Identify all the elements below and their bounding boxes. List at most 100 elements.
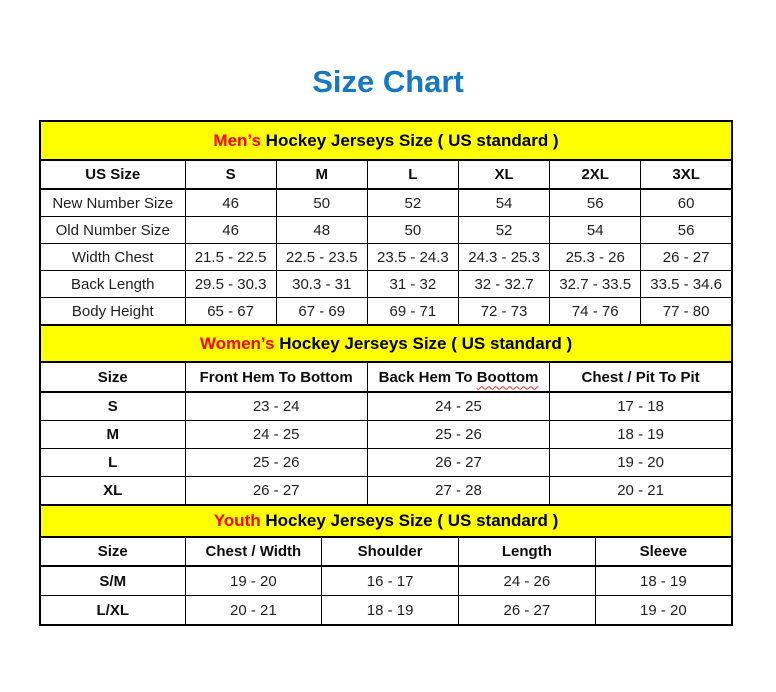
- value-cell: 24 - 26: [458, 565, 596, 596]
- column-header: Size: [39, 536, 186, 567]
- table-row: New Number Size 46 50 52 54 56 60: [39, 188, 733, 217]
- value-cell: 52: [366, 188, 459, 217]
- youth-section-title: Youth Hockey Jerseys Size ( US standard …: [39, 504, 733, 538]
- table-row: Body Height 65 - 67 67 - 69 69 - 71 72 -…: [39, 297, 733, 326]
- column-header: US Size: [39, 159, 186, 190]
- value-cell: 20 - 21: [549, 476, 733, 506]
- value-cell: 46: [184, 188, 277, 217]
- value-cell: 27 - 28: [366, 476, 551, 506]
- table-row: L/XL 20 - 21 18 - 19 26 - 27 19 - 20: [39, 595, 733, 626]
- row-header: Old Number Size: [39, 216, 186, 244]
- value-cell: 50: [366, 216, 459, 244]
- mens-section-band: Men’s Hockey Jerseys Size ( US standard …: [39, 120, 733, 161]
- row-header: S: [39, 391, 186, 421]
- row-header: L: [39, 448, 186, 477]
- value-cell: 33.5 - 34.6: [640, 270, 733, 298]
- value-cell: 65 - 67: [184, 297, 277, 326]
- row-header: Width Chest: [39, 243, 186, 271]
- value-cell: 50: [275, 188, 368, 217]
- value-cell: 24 - 25: [184, 420, 368, 449]
- value-cell: 26 - 27: [366, 448, 551, 477]
- value-cell: 18 - 19: [321, 595, 459, 626]
- table-row: Old Number Size 46 48 50 52 54 56: [39, 216, 733, 244]
- value-cell: 56: [640, 216, 733, 244]
- value-cell: 25 - 26: [184, 448, 368, 477]
- value-cell: 19 - 20: [594, 595, 733, 626]
- value-cell: 24 - 25: [366, 391, 551, 421]
- womens-title-text: Hockey Jerseys Size ( US standard ): [274, 333, 573, 353]
- value-cell: 23.5 - 24.3: [366, 243, 459, 271]
- value-cell: 24.3 - 25.3: [457, 243, 551, 271]
- mens-highlight-text: Men’s: [213, 130, 261, 150]
- value-cell: 67 - 69: [275, 297, 368, 326]
- value-cell: 48: [275, 216, 368, 244]
- column-header: Sleeve: [594, 536, 733, 567]
- value-cell: 72 - 73: [457, 297, 551, 326]
- youth-section-band: Youth Hockey Jerseys Size ( US standard …: [39, 504, 733, 538]
- value-cell: 56: [549, 188, 642, 217]
- mens-header-row: US Size S M L XL 2XL 3XL: [39, 159, 733, 190]
- value-cell: 30.3 - 31: [275, 270, 368, 298]
- column-header: 3XL: [640, 159, 733, 190]
- row-header: S/M: [39, 565, 186, 596]
- value-cell: 18 - 19: [549, 420, 733, 449]
- column-header-prefix: Back Hem To: [378, 368, 477, 386]
- value-cell: 29.5 - 30.3: [184, 270, 277, 298]
- womens-section-title: Women’s Hockey Jerseys Size ( US standar…: [39, 324, 733, 363]
- column-header: XL: [457, 159, 551, 190]
- table-row: S/M 19 - 20 16 - 17 24 - 26 18 - 19: [39, 565, 733, 596]
- column-header: Length: [458, 536, 596, 567]
- value-cell: 22.5 - 23.5: [275, 243, 368, 271]
- value-cell: 32 - 32.7: [457, 270, 551, 298]
- column-header: Size: [39, 361, 186, 393]
- row-header: Back Length: [39, 270, 186, 298]
- column-header: Chest / Pit To Pit: [549, 361, 733, 393]
- youth-highlight-text: Youth: [213, 511, 261, 530]
- table-row: Back Length 29.5 - 30.3 30.3 - 31 31 - 3…: [39, 270, 733, 298]
- youth-header-row: Size Chest / Width Shoulder Length Sleev…: [39, 536, 733, 567]
- table-row: L 25 - 26 26 - 27 19 - 20: [39, 448, 733, 477]
- column-header: Chest / Width: [184, 536, 323, 567]
- column-header: Shoulder: [321, 536, 459, 567]
- value-cell: 54: [457, 188, 551, 217]
- value-cell: 16 - 17: [321, 565, 459, 596]
- value-cell: 26 - 27: [184, 476, 368, 506]
- value-cell: 18 - 19: [594, 565, 733, 596]
- row-header: New Number Size: [39, 188, 186, 217]
- youth-size-table: Youth Hockey Jerseys Size ( US standard …: [39, 504, 733, 626]
- value-cell: 23 - 24: [184, 391, 368, 421]
- size-chart-container: Men’s Hockey Jerseys Size ( US standard …: [39, 120, 733, 626]
- table-row: Width Chest 21.5 - 22.5 22.5 - 23.5 23.5…: [39, 243, 733, 271]
- value-cell: 26 - 27: [458, 595, 596, 626]
- mens-size-table: Men’s Hockey Jerseys Size ( US standard …: [39, 120, 733, 326]
- value-cell: 74 - 76: [549, 297, 642, 326]
- value-cell: 26 - 27: [640, 243, 733, 271]
- value-cell: 20 - 21: [184, 595, 323, 626]
- value-cell: 69 - 71: [366, 297, 459, 326]
- column-header: Front Hem To Bottom: [184, 361, 368, 393]
- column-header: M: [275, 159, 368, 190]
- value-cell: 31 - 32: [366, 270, 459, 298]
- youth-title-text: Hockey Jerseys Size ( US standard ): [260, 511, 559, 530]
- value-cell: 25 - 26: [366, 420, 551, 449]
- spellcheck-underlined-word: Boottom: [476, 368, 539, 386]
- column-header: S: [184, 159, 277, 190]
- table-row: M 24 - 25 25 - 26 18 - 19: [39, 420, 733, 449]
- row-header: Body Height: [39, 297, 186, 326]
- value-cell: 25.3 - 26: [549, 243, 642, 271]
- womens-size-table: Women’s Hockey Jerseys Size ( US standar…: [39, 324, 733, 506]
- value-cell: 60: [640, 188, 733, 217]
- value-cell: 77 - 80: [640, 297, 733, 326]
- womens-section-band: Women’s Hockey Jerseys Size ( US standar…: [39, 324, 733, 363]
- value-cell: 52: [457, 216, 551, 244]
- table-row: XL 26 - 27 27 - 28 20 - 21: [39, 476, 733, 506]
- row-header: M: [39, 420, 186, 449]
- table-row: S 23 - 24 24 - 25 17 - 18: [39, 391, 733, 421]
- value-cell: 19 - 20: [549, 448, 733, 477]
- value-cell: 17 - 18: [549, 391, 733, 421]
- column-header: L: [366, 159, 459, 190]
- column-header: 2XL: [549, 159, 642, 190]
- value-cell: 54: [549, 216, 642, 244]
- row-header: XL: [39, 476, 186, 506]
- row-header: L/XL: [39, 595, 186, 626]
